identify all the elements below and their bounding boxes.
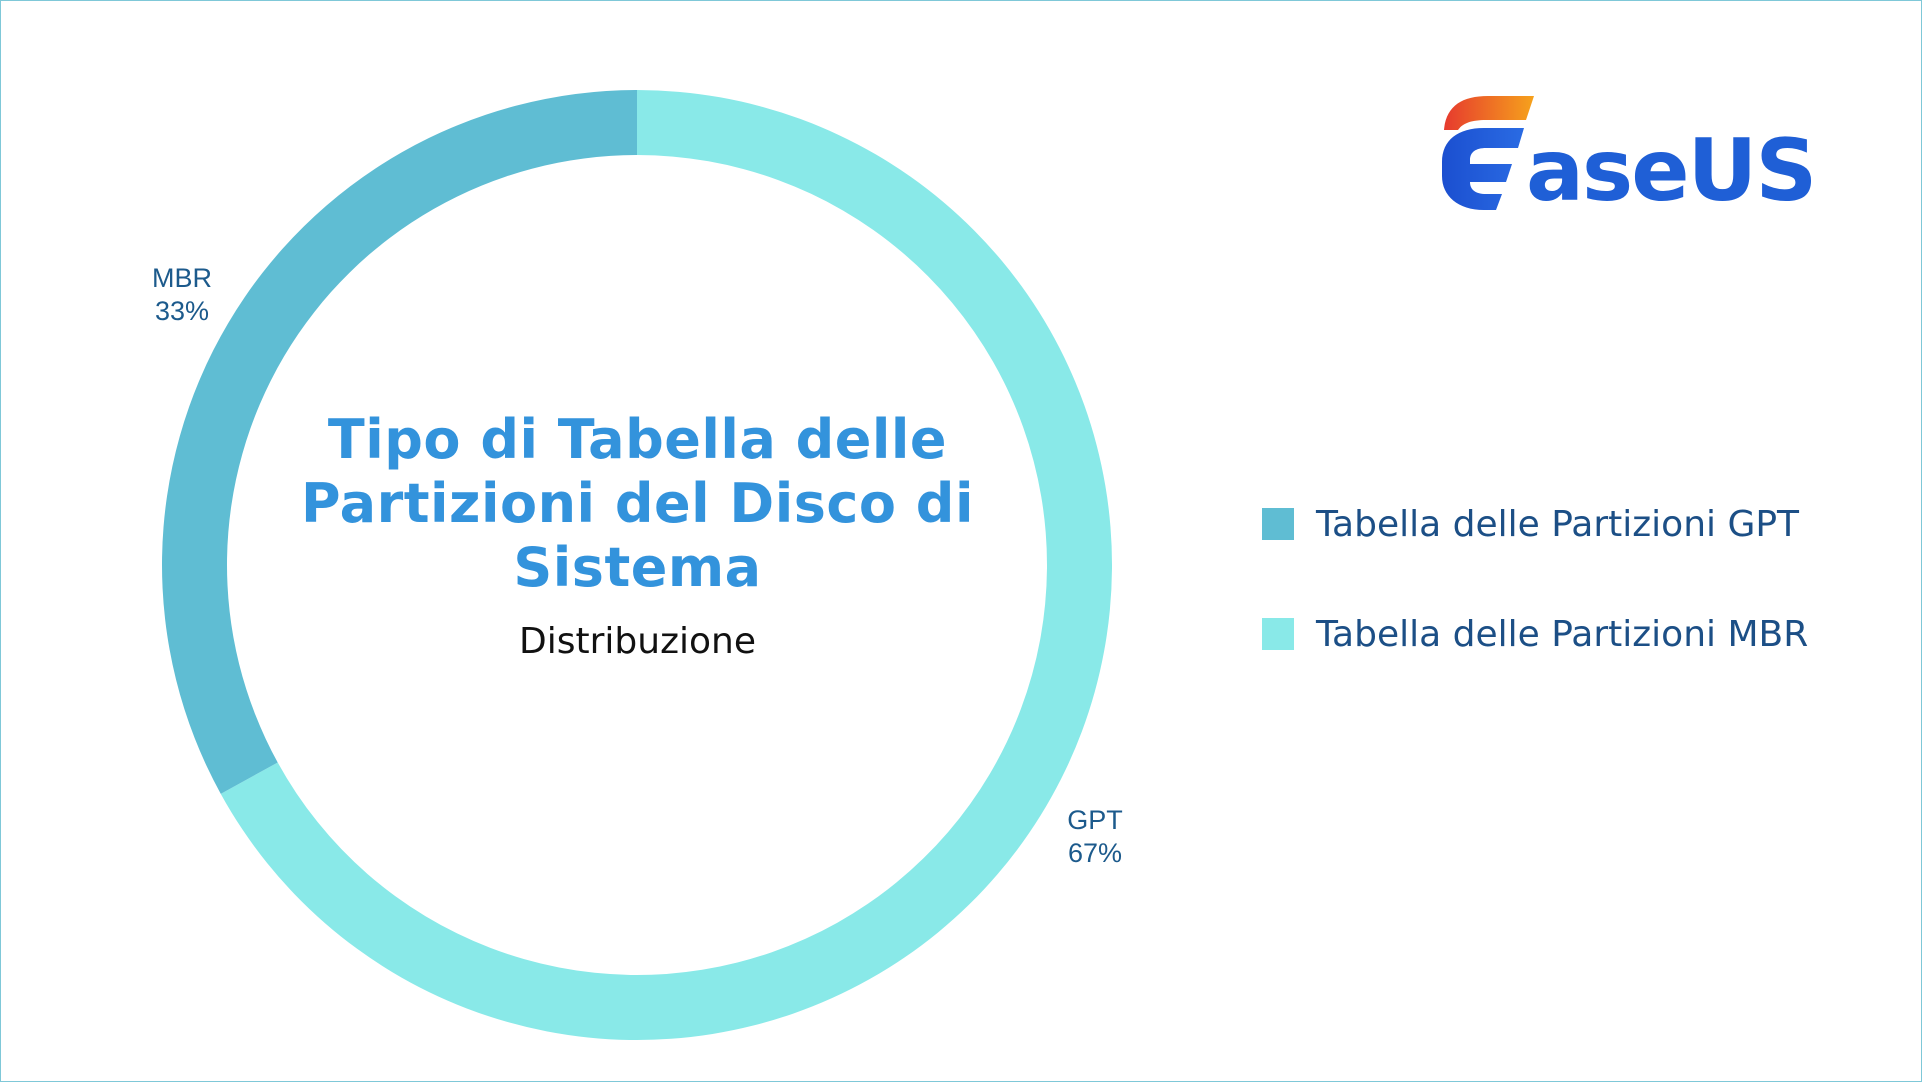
slice-label-mbr: MBR 33% — [122, 262, 242, 328]
legend-swatch-mbr — [1262, 618, 1294, 650]
easeus-logo-mark: aseUS — [1442, 96, 1817, 221]
legend-item-mbr: Tabella delle Partizioni MBR — [1262, 606, 1902, 662]
slice-label-gpt-percent: 67% — [1067, 838, 1123, 868]
chart-subtitle: Distribuzione — [519, 621, 756, 662]
slice-label-mbr-percent: 33% — [154, 296, 210, 326]
legend-label-gpt: Tabella delle Partizioni GPT — [1316, 503, 1800, 545]
slice-label-gpt-name: GPT — [1067, 805, 1123, 835]
easeus-logo: aseUS — [1440, 90, 1830, 221]
slice-label-gpt: GPT 67% — [1035, 804, 1155, 870]
legend-swatch-gpt — [1262, 508, 1294, 540]
chart-title: Tipo di Tabella delle Partizioni del Dis… — [301, 408, 974, 599]
donut-slice-mbr — [162, 90, 638, 794]
chart-legend: Tabella delle Partizioni GPT Tabella del… — [1262, 496, 1902, 716]
slice-label-mbr-name: MBR — [152, 263, 212, 293]
legend-label-mbr: Tabella delle Partizioni MBR — [1316, 613, 1809, 655]
legend-item-gpt: Tabella delle Partizioni GPT — [1262, 496, 1902, 552]
logo-letters: aseUS — [1526, 121, 1815, 210]
